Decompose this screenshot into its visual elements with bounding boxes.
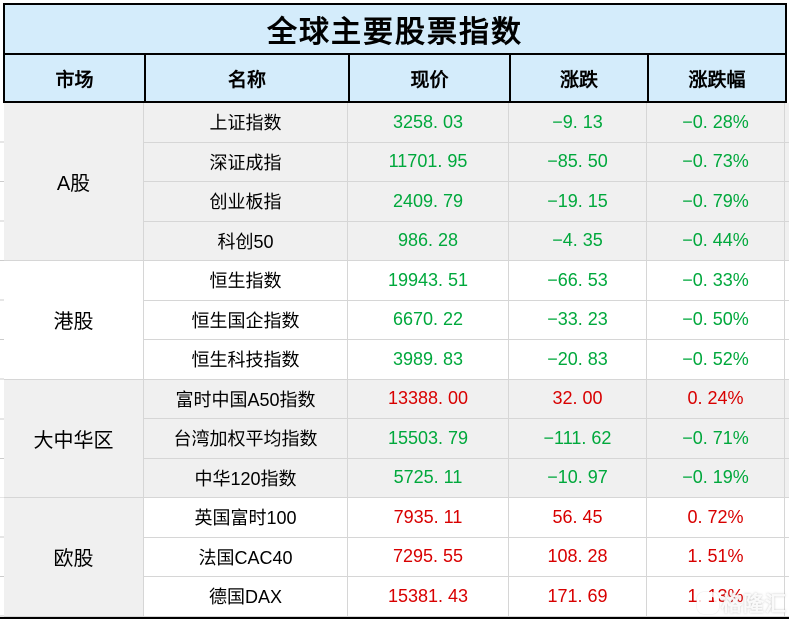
pct-value: −0. 28% bbox=[647, 103, 785, 142]
column-header-pct: 涨跌幅 bbox=[688, 69, 746, 91]
index-row: 深证成指 11701. 95 −85. 50 −0. 73% bbox=[144, 142, 789, 182]
index-name: 上证指数 bbox=[144, 103, 348, 142]
index-name: 德国DAX bbox=[144, 577, 348, 616]
index-name: 科创50 bbox=[144, 221, 348, 260]
change-value: 108. 28 bbox=[509, 537, 647, 576]
row-gridline-stubs bbox=[0, 261, 4, 380]
watermark: 格隆汇 bbox=[697, 588, 787, 618]
index-row: 富时中国A50指数 13388. 00 32. 00 0. 24% bbox=[144, 379, 789, 419]
change-value: −66. 53 bbox=[509, 261, 647, 300]
row-gridline-stubs bbox=[0, 379, 4, 498]
change-value: −111. 62 bbox=[509, 419, 647, 458]
pct-value: 1. 51% bbox=[647, 537, 785, 576]
column-header-row: 市场 名称 现价 涨跌 涨跌幅 bbox=[3, 55, 787, 103]
price-value: 3989. 83 bbox=[348, 340, 509, 379]
index-row: 上证指数 3258. 03 −9. 13 −0. 28% bbox=[144, 103, 789, 143]
index-row: 台湾加权平均指数 15503. 79 −111. 62 −0. 71% bbox=[144, 419, 789, 459]
price-value: 7935. 11 bbox=[348, 498, 509, 537]
market-group-cell: A股 bbox=[4, 103, 144, 261]
pct-value: −0. 19% bbox=[647, 458, 785, 497]
table-title: 全球主要股票指数 bbox=[3, 3, 787, 55]
column-header-change: 涨跌 bbox=[511, 55, 649, 101]
market-group-a-shares: A股 上证指数 3258. 03 −9. 13 −0. 28% 深证成指 117… bbox=[0, 103, 789, 261]
pct-value: −0. 50% bbox=[647, 300, 785, 339]
column-header-name: 名称 bbox=[146, 55, 350, 101]
index-row: 恒生指数 19943. 51 −66. 53 −0. 33% bbox=[144, 261, 789, 301]
change-value: −4. 35 bbox=[509, 221, 647, 260]
index-row: 恒生科技指数 3989. 83 −20. 83 −0. 52% bbox=[144, 340, 789, 380]
price-value: 11701. 95 bbox=[348, 142, 509, 181]
pct-value: 0. 72% bbox=[647, 498, 785, 537]
index-row: 创业板指 2409. 79 −19. 15 −0. 79% bbox=[144, 182, 789, 222]
market-group-cell: 大中华区 bbox=[4, 379, 144, 498]
index-row: 中华120指数 5725. 11 −10. 97 −0. 19% bbox=[144, 458, 789, 498]
market-group-cell: 欧股 bbox=[4, 498, 144, 617]
index-row: 恒生国企指数 6670. 22 −33. 23 −0. 50% bbox=[144, 300, 789, 340]
index-name: 创业板指 bbox=[144, 182, 348, 221]
change-value: −9. 13 bbox=[509, 103, 647, 142]
market-group-cell: 港股 bbox=[4, 261, 144, 380]
price-value: 7295. 55 bbox=[348, 537, 509, 576]
index-name: 恒生指数 bbox=[144, 261, 348, 300]
price-value: 3258. 03 bbox=[348, 103, 509, 142]
index-name: 台湾加权平均指数 bbox=[144, 419, 348, 458]
change-value: −20. 83 bbox=[509, 340, 647, 379]
index-row: 英国富时100 7935. 11 56. 45 0. 72% bbox=[144, 498, 789, 538]
price-value: 13388. 00 bbox=[348, 379, 509, 418]
change-value: −10. 97 bbox=[509, 458, 647, 497]
change-value: 32. 00 bbox=[509, 379, 647, 418]
index-name: 富时中国A50指数 bbox=[144, 379, 348, 418]
pct-value: 0. 24% bbox=[647, 379, 785, 418]
change-value: 171. 69 bbox=[509, 577, 647, 616]
pct-value: −0. 79% bbox=[647, 182, 785, 221]
pct-value: −0. 33% bbox=[647, 261, 785, 300]
index-name: 深证成指 bbox=[144, 142, 348, 181]
index-name: 恒生科技指数 bbox=[144, 340, 348, 379]
row-gridline-stubs bbox=[0, 498, 4, 617]
market-group-european-stocks: 欧股 英国富时100 7935. 11 56. 45 0. 72% 法国CAC4… bbox=[0, 498, 789, 617]
index-name: 恒生国企指数 bbox=[144, 300, 348, 339]
price-value: 5725. 11 bbox=[348, 458, 509, 497]
pct-value: −0. 44% bbox=[647, 221, 785, 260]
index-name: 法国CAC40 bbox=[144, 537, 348, 576]
column-header-market: 市场 bbox=[5, 55, 146, 101]
price-value: 2409. 79 bbox=[348, 182, 509, 221]
index-row: 科创50 986. 28 −4. 35 −0. 44% bbox=[144, 221, 789, 261]
price-value: 19943. 51 bbox=[348, 261, 509, 300]
change-value: −19. 15 bbox=[509, 182, 647, 221]
pct-value: −0. 52% bbox=[647, 340, 785, 379]
table-body: A股 上证指数 3258. 03 −9. 13 −0. 28% 深证成指 117… bbox=[0, 103, 789, 619]
index-name: 英国富时100 bbox=[144, 498, 348, 537]
index-name: 中华120指数 bbox=[144, 458, 348, 497]
change-value: 56. 45 bbox=[509, 498, 647, 537]
change-value: −85. 50 bbox=[509, 142, 647, 181]
price-value: 15381. 43 bbox=[348, 577, 509, 616]
row-gridline-stubs bbox=[0, 103, 4, 261]
index-row: 法国CAC40 7295. 55 108. 28 1. 51% bbox=[144, 537, 789, 577]
price-value: 986. 28 bbox=[348, 221, 509, 260]
index-row: 德国DAX 15381. 43 171. 69 1. 13% bbox=[144, 577, 789, 617]
column-header-price: 现价 bbox=[350, 55, 511, 101]
change-value: −33. 23 bbox=[509, 300, 647, 339]
market-group-greater-china: 大中华区 富时中国A50指数 13388. 00 32. 00 0. 24% 台… bbox=[0, 379, 789, 498]
price-value: 6670. 22 bbox=[348, 300, 509, 339]
market-group-hk-stocks: 港股 恒生指数 19943. 51 −66. 53 −0. 33% 恒生国企指数… bbox=[0, 261, 789, 380]
price-value: 15503. 79 bbox=[348, 419, 509, 458]
pct-value: −0. 71% bbox=[647, 419, 785, 458]
watermark-text: 格隆汇 bbox=[721, 593, 787, 616]
pct-value: −0. 73% bbox=[647, 142, 785, 181]
gelonghui-logo-icon bbox=[697, 592, 719, 614]
